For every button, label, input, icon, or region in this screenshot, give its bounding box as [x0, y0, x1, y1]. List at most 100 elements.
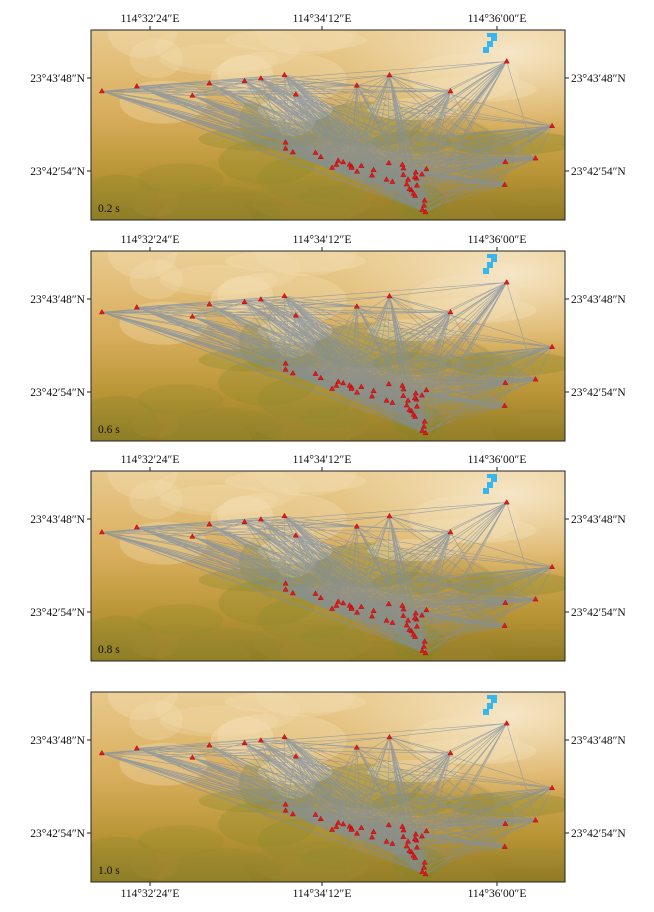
station-marker: [403, 622, 410, 628]
station-marker: [421, 859, 428, 865]
terrain-highlight: [91, 692, 565, 882]
lon-label: 114°32′24″E: [121, 454, 180, 466]
station-marker: [282, 360, 289, 366]
station-marker: [340, 820, 347, 827]
lon-label: 114°36′00″E: [468, 454, 527, 466]
map-svg: 114°32′24″E 114°34′12″E 114°36′00″E 23°43′4…: [30, 13, 626, 221]
station-marker: [412, 854, 419, 860]
station-marker: [412, 633, 419, 639]
station-marker: [406, 406, 413, 412]
station-marker: [281, 292, 288, 299]
station-marker: [370, 387, 377, 393]
station-marker: [281, 512, 288, 519]
station-marker: [133, 524, 140, 530]
station-marker: [411, 614, 418, 621]
station-marker: [335, 378, 342, 384]
station-marker: [411, 173, 418, 180]
station-marker: [369, 393, 375, 399]
station-marker: [289, 590, 296, 596]
station-marker: [312, 590, 319, 596]
station-marker: [503, 499, 510, 505]
station-marker: [423, 165, 430, 172]
lat-label-left: 23°43′48″N: [30, 735, 85, 747]
station-marker: [358, 162, 365, 168]
station-marker: [413, 623, 420, 629]
lon-label: 114°32′24″E: [121, 888, 180, 900]
station-marker: [532, 596, 539, 602]
station-marker: [386, 733, 393, 740]
stations: [98, 58, 556, 215]
lon-label: 114°36′00″E: [468, 888, 527, 900]
station-marker: [292, 91, 299, 97]
station-marker: [389, 399, 396, 405]
station-marker: [422, 429, 429, 436]
map-panel-4: 114°32′24″E 114°34′12″E 114°36′00″E 23°43′4…: [0, 662, 654, 912]
station-marker: [421, 638, 428, 644]
station-marker: [206, 742, 213, 748]
lon-label: 114°32′24″E: [121, 234, 180, 246]
station-marker: [406, 626, 413, 632]
station-marker: [354, 168, 360, 174]
station-marker: [411, 394, 418, 401]
station-marker: [340, 599, 347, 606]
station-marker: [312, 370, 319, 376]
station-marker: [98, 528, 105, 535]
map-panel-3: 114°32′24″E 114°34′12″E 114°36′00″E 23°43′4…: [0, 441, 654, 669]
station-marker: [403, 843, 410, 849]
station-marker: [358, 603, 365, 609]
lon-label: 114°34′12″E: [293, 13, 352, 25]
station-marker: [532, 376, 539, 382]
station-marker: [189, 533, 196, 539]
lat-label-right: 23°43′48″N: [571, 735, 626, 747]
station-marker: [400, 606, 407, 612]
station-marker: [329, 385, 336, 391]
map-frame: [90, 29, 566, 221]
station-marker: [418, 392, 425, 398]
station-marker: [333, 823, 340, 829]
station-marker: [419, 206, 426, 212]
station-marker: [447, 87, 454, 94]
station-marker: [348, 385, 355, 391]
station-marker: [329, 605, 336, 611]
station-marker: [400, 165, 407, 171]
station-marker: [406, 185, 413, 191]
station-marker: [502, 379, 509, 385]
station-marker: [333, 602, 340, 608]
station-marker: [257, 296, 264, 302]
map-area: [91, 471, 565, 661]
station-marker: [549, 343, 556, 349]
station-marker: [289, 811, 296, 817]
station-marker: [386, 512, 393, 519]
station-marker: [354, 389, 360, 395]
station-marker: [206, 301, 213, 307]
station-marker: [502, 820, 509, 826]
station-marker: [354, 830, 360, 836]
lat-label-left: 23°43′48″N: [30, 73, 85, 85]
station-marker: [317, 594, 324, 600]
station-marker: [400, 386, 407, 392]
water-body: [491, 697, 497, 703]
station-marker: [423, 386, 430, 393]
station-marker: [501, 843, 508, 849]
station-marker: [369, 172, 375, 178]
station-marker: [312, 811, 319, 817]
water-body: [491, 35, 497, 41]
station-marker: [282, 801, 289, 807]
station-marker: [133, 83, 140, 89]
map-panel-2: 114°32′24″E 114°34′12″E 114°36′00″E 23°43′4…: [0, 221, 654, 449]
station-marker: [418, 171, 425, 177]
station-marker: [385, 159, 392, 166]
station-marker: [405, 397, 412, 403]
station-marker: [189, 313, 196, 319]
station-marker: [369, 613, 375, 619]
station-marker: [335, 157, 342, 163]
water-body: [491, 476, 497, 482]
station-marker: [532, 155, 539, 161]
period-label: 0.2 s: [98, 203, 120, 215]
station-marker: [383, 617, 390, 623]
station-marker: [422, 208, 429, 215]
map-frame: [90, 470, 566, 662]
station-marker: [389, 178, 396, 184]
station-marker: [400, 392, 407, 398]
station-marker: [257, 75, 264, 81]
